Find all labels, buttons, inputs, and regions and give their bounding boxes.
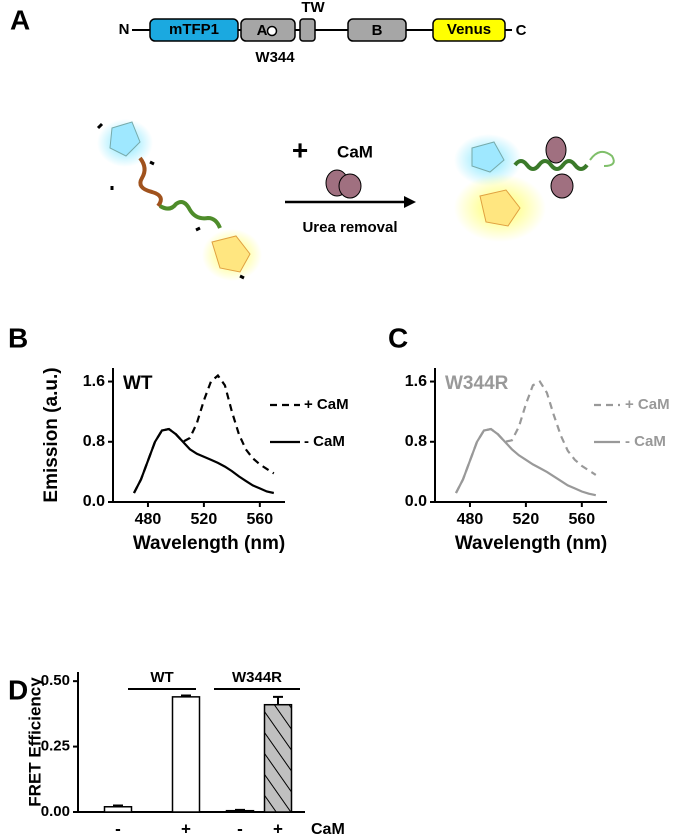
domain-box bbox=[149, 18, 239, 42]
x-axis-label: Wavelength (nm) bbox=[133, 533, 285, 554]
cam-lobe bbox=[550, 173, 574, 199]
y-tick-label: 0.8 bbox=[405, 433, 427, 450]
n-terminus: N bbox=[119, 21, 130, 38]
error-bar bbox=[113, 804, 123, 807]
y-tick-label: 0.00 bbox=[41, 803, 70, 820]
domain-label: mTFP1 bbox=[169, 21, 219, 38]
y-axis-label: FRET Efficiency bbox=[25, 677, 44, 807]
helix bbox=[513, 159, 589, 171]
series-line bbox=[455, 427, 597, 497]
chart-title: WT bbox=[123, 373, 153, 394]
y-axis-label: Emission (a.u.) bbox=[41, 367, 62, 502]
y-tick-label: 1.6 bbox=[83, 373, 105, 390]
x-tick-label: - bbox=[115, 819, 121, 838]
mutation-site bbox=[266, 25, 278, 37]
condition-label: Urea removal bbox=[302, 219, 397, 236]
y-tick-label: 1.6 bbox=[405, 373, 427, 390]
group-label: W344R bbox=[232, 669, 282, 686]
domain-label: A bbox=[257, 22, 268, 39]
arrowhead bbox=[404, 196, 416, 208]
domain-box bbox=[347, 18, 407, 42]
error-bar bbox=[181, 694, 191, 697]
bar bbox=[103, 806, 133, 813]
plus-sign: + bbox=[292, 134, 308, 165]
cam-lobe bbox=[545, 136, 567, 164]
legend-label: + CaM bbox=[304, 396, 349, 413]
x-tick-label: 560 bbox=[246, 511, 273, 528]
panel-label: B bbox=[8, 322, 28, 353]
x-tick-label: 520 bbox=[513, 511, 540, 528]
panel-label: C bbox=[388, 322, 408, 353]
series-line bbox=[455, 380, 597, 494]
strand-ends bbox=[96, 122, 245, 280]
panel-label: D bbox=[8, 674, 28, 705]
y-tick-label: 0.50 bbox=[41, 672, 70, 689]
venus bbox=[211, 235, 251, 273]
domain-box bbox=[432, 18, 506, 42]
domain-label: Venus bbox=[447, 21, 491, 38]
cam-lobe bbox=[338, 173, 362, 199]
error-bar bbox=[273, 695, 283, 705]
helix bbox=[589, 150, 615, 167]
y-tick-label: 0.8 bbox=[83, 433, 105, 450]
mutation-label: W344 bbox=[255, 49, 295, 66]
x-tick-label: 480 bbox=[135, 511, 162, 528]
domain-box bbox=[299, 18, 316, 42]
protein-illustration: + CaM Urea removal bbox=[96, 119, 615, 281]
y-tick-label: 0.0 bbox=[83, 493, 105, 510]
mtfp1 bbox=[471, 141, 505, 173]
x-tick-label: + bbox=[273, 819, 283, 838]
group-label: WT bbox=[150, 669, 173, 686]
bar bbox=[263, 703, 293, 813]
x-tick-label: 520 bbox=[191, 511, 218, 528]
series-line bbox=[133, 427, 275, 495]
legend-label: - CaM bbox=[304, 433, 345, 450]
legend-label: + CaM bbox=[625, 396, 670, 413]
x-tick-label: - bbox=[237, 819, 243, 838]
chart-title: W344R bbox=[445, 373, 509, 394]
c-terminus: C bbox=[516, 22, 527, 39]
linker bbox=[138, 156, 163, 208]
domain-label: TW bbox=[301, 0, 325, 16]
error-bar bbox=[235, 808, 245, 811]
domain-map: N mTFP1 A TW B Venus C W344 bbox=[119, 0, 527, 66]
bar bbox=[171, 696, 201, 813]
reagent-label: CaM bbox=[337, 142, 373, 161]
x-axis-label: Wavelength (nm) bbox=[455, 533, 607, 554]
mtfp1 bbox=[109, 121, 141, 157]
x-axis-label: CaM bbox=[311, 821, 345, 838]
legend-label: - CaM bbox=[625, 433, 666, 450]
domain-label: B bbox=[372, 22, 383, 39]
x-tick-label: 560 bbox=[568, 511, 595, 528]
venus bbox=[479, 189, 521, 227]
series-line bbox=[133, 373, 275, 494]
y-tick-label: 0.25 bbox=[41, 738, 70, 755]
x-tick-label: + bbox=[181, 819, 191, 838]
panel-label: A bbox=[10, 4, 30, 35]
y-tick-label: 0.0 bbox=[405, 493, 427, 510]
linker bbox=[158, 200, 222, 229]
x-tick-label: 480 bbox=[457, 511, 484, 528]
